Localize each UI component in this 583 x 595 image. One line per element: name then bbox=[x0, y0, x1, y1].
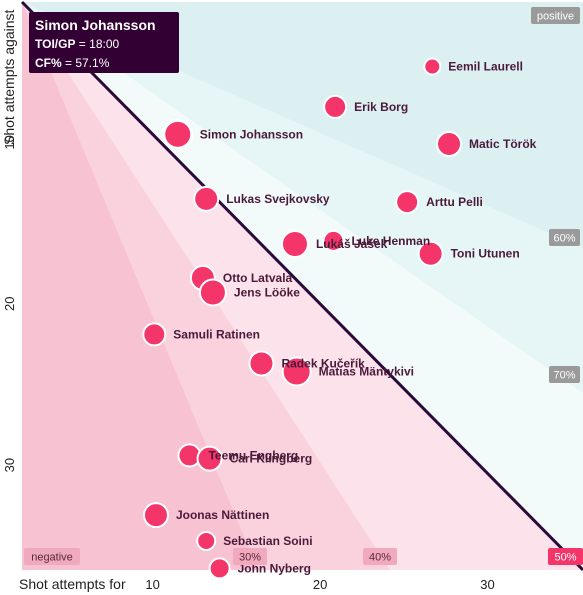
y-axis-label: Shot attempts against bbox=[1, 9, 17, 145]
zone-label-positive-bg bbox=[531, 7, 580, 24]
player-label: Luke Henman bbox=[351, 234, 430, 248]
zone-label-60: 60% bbox=[553, 233, 575, 245]
player-label: Toni Utunen bbox=[451, 247, 520, 261]
player-point[interactable] bbox=[196, 445, 223, 472]
tooltip-cf-label: CF% bbox=[35, 56, 62, 70]
zone-negative-1 bbox=[22, 2, 258, 570]
player-label: Samuli Ratinen bbox=[173, 327, 260, 341]
player-point[interactable] bbox=[436, 131, 463, 157]
zone-label-40: 40% bbox=[369, 552, 391, 564]
zone-label-50: 50% bbox=[554, 552, 576, 564]
tooltip-toi-row: TOI/GP = 18:00 bbox=[35, 37, 120, 51]
zone-label-negative-bg bbox=[24, 548, 80, 565]
player-point[interactable] bbox=[193, 185, 220, 212]
player-point[interactable] bbox=[323, 94, 348, 119]
player-label: Joonas Nättinen bbox=[176, 508, 269, 522]
player-point[interactable] bbox=[162, 118, 194, 150]
player-point[interactable] bbox=[417, 240, 444, 267]
player-label: Jens Lööke bbox=[234, 285, 300, 299]
player-label: Eemil Laurell bbox=[448, 60, 523, 74]
y-tick-label: 30 bbox=[2, 458, 17, 472]
y-tick-label: 10 bbox=[2, 135, 17, 149]
zone-label-50-bg bbox=[548, 548, 583, 565]
shot-share-zones bbox=[20, 0, 583, 572]
zone-label-40-bg bbox=[363, 548, 397, 565]
player-label: Teemu Engberg bbox=[208, 448, 298, 462]
zone-label-negative: negative bbox=[31, 552, 73, 564]
player-point[interactable] bbox=[423, 57, 442, 76]
player-point[interactable] bbox=[395, 190, 420, 215]
player-point[interactable] bbox=[248, 350, 275, 377]
axes: Shot attempts for Shot attempts against … bbox=[1, 9, 495, 592]
player-points bbox=[142, 57, 463, 580]
player-label: Matic Török bbox=[469, 137, 537, 151]
player-label: Radek Kučeřík bbox=[281, 356, 365, 370]
player-point[interactable] bbox=[196, 530, 217, 551]
player-label: Otto Latvala bbox=[223, 271, 293, 285]
tooltip-toi-value: 18:00 bbox=[89, 37, 120, 51]
player-point[interactable] bbox=[322, 229, 345, 252]
tooltip-toi-label: TOI/GP bbox=[35, 37, 76, 51]
y-tick-label: 20 bbox=[2, 297, 17, 311]
player-point[interactable] bbox=[198, 278, 227, 307]
player-label: Sebastian Soini bbox=[223, 534, 312, 548]
player-label: Erik Borg bbox=[354, 100, 408, 114]
player-label: Matias Mäntykivi bbox=[319, 365, 414, 379]
x-tick-label: 30 bbox=[480, 577, 494, 592]
zone-label-70: 70% bbox=[553, 370, 575, 382]
player-point[interactable] bbox=[281, 356, 312, 387]
player-label: Carl Klingberg bbox=[230, 452, 313, 466]
zone-badges: positive 60% 70% negative 30% 40% 50% bbox=[24, 7, 583, 565]
tooltip-cf-value: 57.1% bbox=[75, 56, 110, 70]
player-labels: Eemil Laurell Erik Borg Simon Johansson Mat… bbox=[173, 60, 536, 576]
player-label: Arttu Pelli bbox=[426, 195, 483, 209]
player-point[interactable] bbox=[142, 502, 169, 529]
player-tooltip: Simon Johansson TOI/GP = 18:00 CF% = 57.… bbox=[29, 12, 179, 73]
x-tick-label: 10 bbox=[145, 577, 159, 592]
zone-label-30-bg bbox=[233, 548, 267, 565]
tooltip-cf-row: CF% = 57.1% bbox=[35, 56, 110, 70]
player-point[interactable] bbox=[280, 230, 309, 259]
zone-label-30: 30% bbox=[239, 552, 261, 564]
player-label: Lukáš Jašek bbox=[316, 237, 388, 251]
line-50-percent bbox=[20, 0, 583, 572]
player-label: Lukas Svejkovsky bbox=[226, 192, 330, 206]
zone-label-70-bg bbox=[549, 366, 580, 383]
player-label: Simon Johansson bbox=[200, 127, 303, 141]
zone-label-60-bg bbox=[549, 229, 580, 246]
player-point[interactable] bbox=[208, 557, 231, 580]
tooltip-player-name: Simon Johansson bbox=[35, 17, 156, 33]
player-point[interactable] bbox=[142, 322, 167, 347]
x-tick-label: 20 bbox=[313, 577, 327, 592]
zone-label-positive: positive bbox=[537, 11, 574, 23]
x-axis-label: Shot attempts for bbox=[19, 576, 126, 592]
